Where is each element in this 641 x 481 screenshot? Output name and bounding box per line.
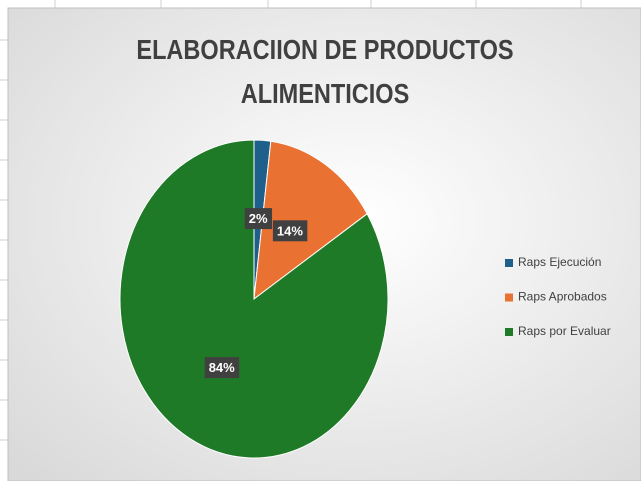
pie-slice — [253, 140, 368, 301]
data-label-box — [272, 220, 308, 242]
pie-slice — [119, 139, 389, 459]
legend-swatch — [505, 293, 513, 302]
data-label: 2% — [249, 211, 268, 226]
data-label-box — [204, 357, 240, 379]
data-label-box — [244, 208, 273, 230]
data-label: 84% — [209, 360, 235, 375]
data-label: 14% — [277, 223, 303, 238]
legend-label: Raps Ejecución — [518, 255, 601, 269]
sheet-grid — [0, 0, 582, 441]
legend-label: Raps Aprobados — [518, 290, 607, 304]
legend-swatch — [505, 328, 513, 336]
chart-title: ELABORACIION DE PRODUCTOS ALIMENTICIOS — [136, 34, 514, 109]
legend-swatch — [505, 259, 513, 267]
legend-label: Raps por Evaluar — [518, 324, 611, 338]
